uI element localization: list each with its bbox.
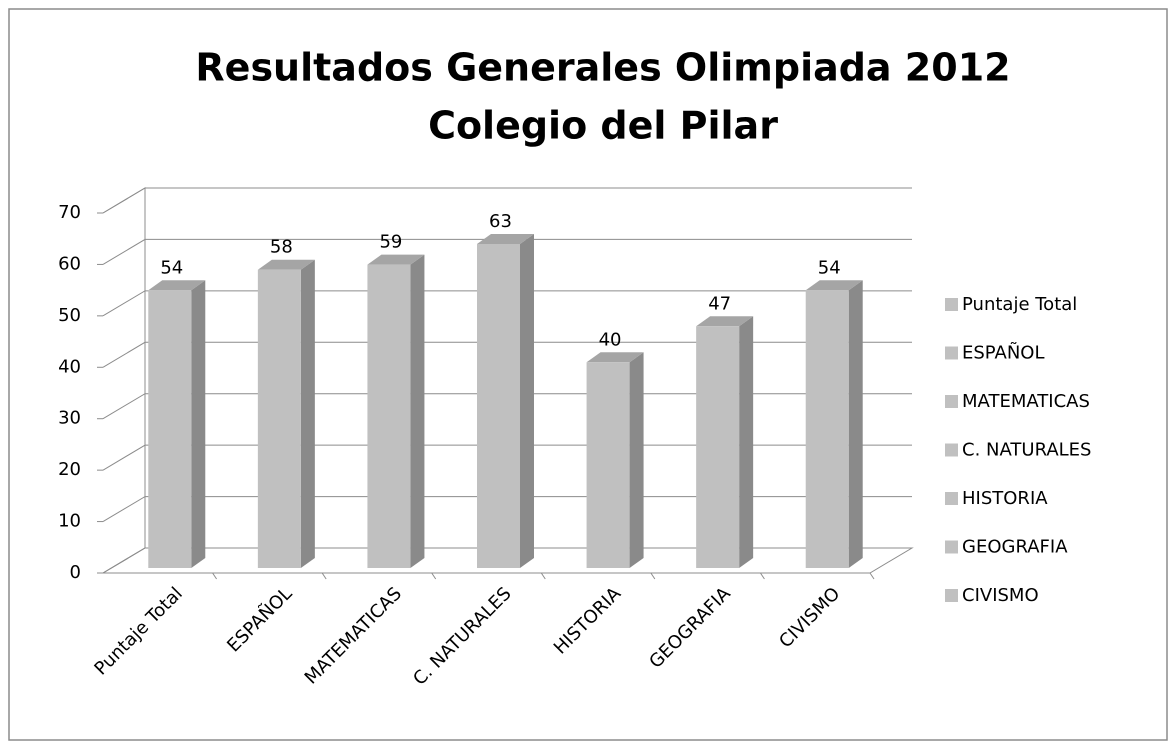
bar-side bbox=[520, 234, 534, 568]
legend-swatch bbox=[945, 346, 958, 360]
y-tick-label: 10 bbox=[58, 511, 81, 532]
x-tick-mark bbox=[212, 572, 217, 580]
bar-top bbox=[477, 234, 534, 244]
legend-swatch bbox=[945, 395, 958, 408]
data-label: 54 bbox=[160, 257, 183, 278]
data-label: 54 bbox=[818, 257, 841, 278]
legend-swatch bbox=[945, 540, 958, 554]
grid-line bbox=[102, 290, 912, 317]
bar-side bbox=[848, 280, 863, 568]
y-tick-label: 0 bbox=[70, 562, 81, 583]
legend-label: ESPAÑOL bbox=[962, 342, 1044, 364]
legend-label: GEOGRAFIA bbox=[962, 537, 1068, 558]
grid-line bbox=[102, 444, 912, 471]
bar-top bbox=[257, 259, 315, 270]
legend-label: CIVISMO bbox=[962, 585, 1039, 606]
bar-top bbox=[586, 352, 644, 363]
grid-line bbox=[102, 187, 912, 214]
y-tick-label: 40 bbox=[58, 356, 81, 377]
grid-line bbox=[102, 238, 912, 265]
legend-swatch bbox=[945, 298, 958, 311]
bar-top bbox=[696, 316, 754, 327]
y-tick-label: 60 bbox=[58, 253, 81, 274]
data-label: 40 bbox=[599, 329, 622, 350]
chart-title: Resultados Generales Olimpiada 2012 bbox=[195, 46, 1010, 90]
bar-side bbox=[191, 280, 206, 568]
legend-swatch bbox=[945, 443, 958, 457]
bar bbox=[477, 244, 520, 568]
bar bbox=[367, 264, 411, 568]
data-label: 59 bbox=[379, 232, 402, 253]
chart-title: Colegio del Pilar bbox=[428, 104, 778, 148]
x-tick-mark bbox=[321, 572, 327, 580]
legend-label: HISTORIA bbox=[962, 488, 1048, 509]
grid-line bbox=[102, 393, 912, 420]
bar bbox=[148, 290, 192, 568]
bar-side bbox=[410, 254, 425, 569]
bar bbox=[586, 362, 630, 568]
x-tick-mark bbox=[431, 572, 437, 580]
y-tick-label: 20 bbox=[58, 459, 81, 480]
y-tick-label: 70 bbox=[58, 202, 81, 223]
data-label: 47 bbox=[708, 293, 731, 314]
grid-line bbox=[102, 547, 912, 574]
data-label: 58 bbox=[270, 237, 293, 258]
grid-line bbox=[102, 496, 912, 523]
legend-label: Puntaje Total bbox=[962, 294, 1077, 315]
bar-top bbox=[367, 254, 425, 265]
data-label: 63 bbox=[489, 211, 512, 232]
bar bbox=[257, 269, 301, 568]
y-tick-label: 30 bbox=[58, 408, 81, 429]
bar-side bbox=[739, 316, 754, 568]
y-tick-label: 50 bbox=[58, 305, 81, 326]
x-tick-mark bbox=[869, 572, 875, 580]
bar bbox=[696, 326, 740, 568]
x-tick-mark bbox=[540, 572, 546, 580]
x-tick-mark bbox=[650, 572, 656, 580]
legend-swatch bbox=[945, 492, 958, 505]
bar bbox=[805, 290, 849, 568]
legend-label: MATEMATICAS bbox=[962, 391, 1090, 412]
x-tick-mark bbox=[760, 572, 765, 580]
grid-line bbox=[102, 341, 912, 368]
bar-side bbox=[300, 259, 315, 568]
legend-label: C. NATURALES bbox=[962, 440, 1091, 461]
legend-swatch bbox=[945, 589, 958, 602]
bar-top bbox=[148, 280, 206, 291]
bar-top bbox=[805, 280, 863, 291]
bar-side bbox=[629, 352, 644, 568]
